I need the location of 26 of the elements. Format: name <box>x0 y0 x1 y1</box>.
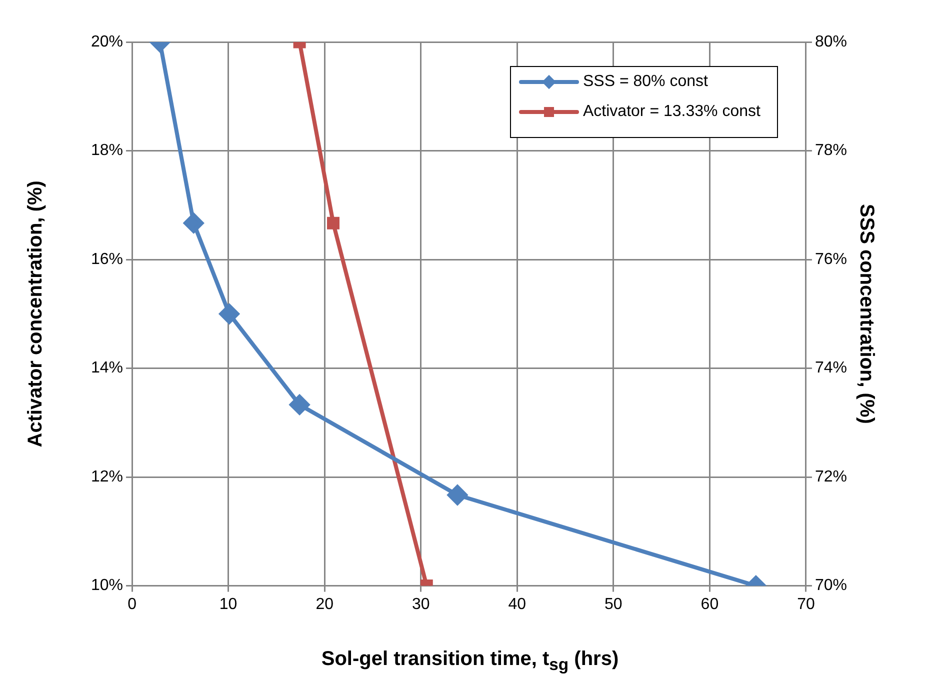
x-axis-title: Sol-gel transition time, t$_{sg}$ (hrs) <box>320 648 620 675</box>
x-tick-label: 10 <box>219 596 238 613</box>
y-tick-label: 20% <box>90 33 124 50</box>
x-tick-label: 60 <box>700 596 719 613</box>
y2-axis-title: SSS concentration, (%) <box>855 204 878 424</box>
x-tick-label: 20 <box>316 596 334 613</box>
y2-tick-label: 74% <box>814 360 848 377</box>
y2-tick-label: 76% <box>814 250 848 268</box>
x-tick-label: 0 <box>128 596 137 613</box>
y2-tick-label: 70% <box>814 577 848 594</box>
y2-tick-label: 80% <box>814 33 848 50</box>
y-axis-title: Activator concentration, (%) <box>24 180 47 448</box>
x-tick-label: 40 <box>508 596 526 613</box>
x-tick-label: 50 <box>604 596 622 613</box>
y2-tick-label: 78% <box>814 142 848 160</box>
y-tick-label: 14% <box>90 360 124 377</box>
y-tick-label: 18% <box>90 142 124 160</box>
y-tick-label: 10% <box>90 577 124 594</box>
y-tick-label: 12% <box>90 468 124 486</box>
x-tick-label: 30 <box>412 596 430 613</box>
x-tick-label: 70 <box>797 596 815 613</box>
legend-label: SSS = 80% const <box>583 73 708 91</box>
y2-tick-label: 72% <box>814 468 848 486</box>
point <box>327 216 340 230</box>
y-tick-label: 16% <box>90 250 124 268</box>
legend-label: Activator = 13.33% const <box>583 103 760 121</box>
